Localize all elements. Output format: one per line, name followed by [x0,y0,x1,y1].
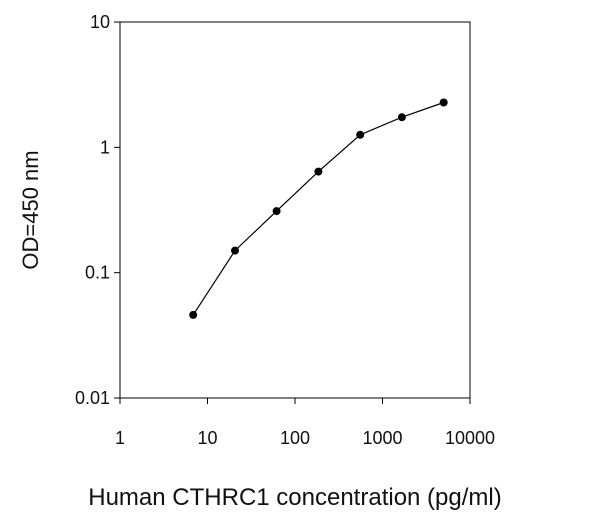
series-line [192,101,444,316]
y-tick-label: 10 [90,12,110,32]
data-point [314,167,323,176]
x-tick-label: 10000 [445,428,495,448]
y-tick-label: 0.1 [85,263,110,283]
y-axis: 0.01 0.1 1 10 [75,12,120,408]
y-tick-label: 1 [100,137,110,157]
data-point [397,113,406,122]
data-point [439,98,448,107]
x-tick-label: 10 [197,428,217,448]
y-axis-title: OD=450 nm [18,150,43,269]
x-axis-title: Human CTHRC1 concentration (pg/ml) [88,484,501,511]
x-tick-label: 1000 [362,428,402,448]
data-point [272,207,281,216]
y-tick-label: 0.01 [75,388,110,408]
data-point [189,310,198,319]
plot-frame [119,21,471,399]
data-point [231,246,239,255]
data-point [356,130,365,139]
series-layer [189,98,448,319]
x-tick-label: 100 [280,428,310,448]
x-tick-label: 1 [115,428,125,448]
x-axis: 1 10 100 1000 10000 [115,398,495,448]
